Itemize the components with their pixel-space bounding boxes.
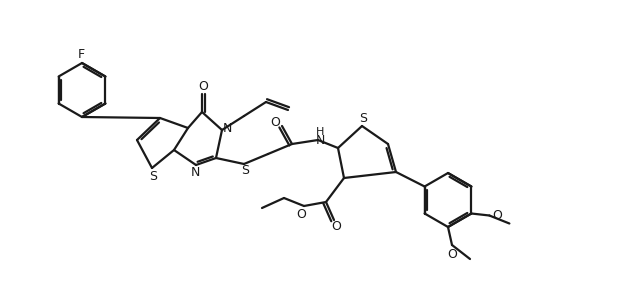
Text: O: O	[296, 207, 306, 220]
Text: O: O	[492, 209, 502, 222]
Text: O: O	[270, 117, 280, 130]
Text: N: N	[222, 121, 232, 134]
Text: S: S	[241, 165, 249, 178]
Text: F: F	[77, 47, 84, 60]
Text: N: N	[316, 134, 324, 147]
Text: N: N	[190, 166, 200, 179]
Text: O: O	[198, 79, 208, 92]
Text: S: S	[149, 171, 157, 184]
Text: O: O	[331, 220, 341, 233]
Text: H: H	[316, 127, 324, 137]
Text: O: O	[447, 248, 457, 261]
Text: S: S	[359, 111, 367, 124]
